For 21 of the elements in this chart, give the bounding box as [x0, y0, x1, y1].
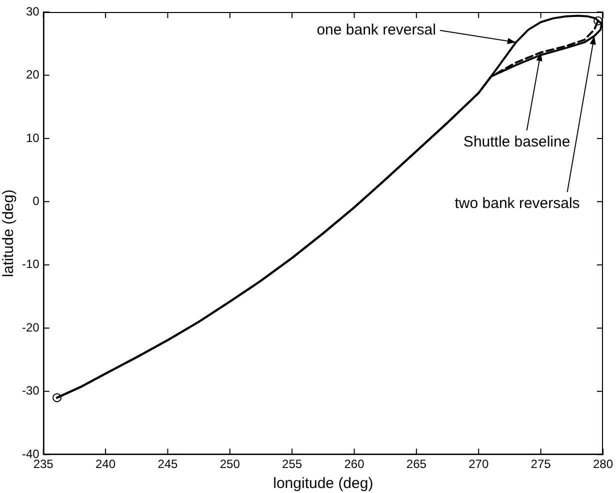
- y-tick-label: 20: [26, 68, 40, 82]
- x-tick-label: 240: [96, 457, 116, 472]
- annotation: Shuttle baseline: [463, 134, 570, 151]
- x-axis-title: longitude (deg): [273, 475, 374, 492]
- y-axis-title: latitude (deg): [0, 190, 18, 278]
- x-tick-label: 250: [220, 457, 240, 472]
- x-tick-label: 260: [344, 457, 365, 472]
- y-tick-label: 30: [26, 4, 40, 18]
- annotation: two bank reversals: [454, 195, 580, 212]
- y-tick-label: 10: [26, 130, 40, 145]
- y-tick-label: -30: [22, 384, 40, 398]
- x-tick-label: 280: [592, 457, 614, 472]
- x-tick-label: 275: [530, 457, 552, 472]
- annotation: one bank reversal: [316, 21, 436, 38]
- x-tick-label: 265: [406, 457, 427, 472]
- y-tick-label: 0: [32, 194, 40, 208]
- y-tick-label: -10: [22, 257, 40, 272]
- y-tick-label: -20: [22, 320, 40, 334]
- x-tick-label: 245: [158, 457, 178, 472]
- x-tick-label: 255: [282, 457, 302, 472]
- x-tick-label: 270: [468, 457, 489, 472]
